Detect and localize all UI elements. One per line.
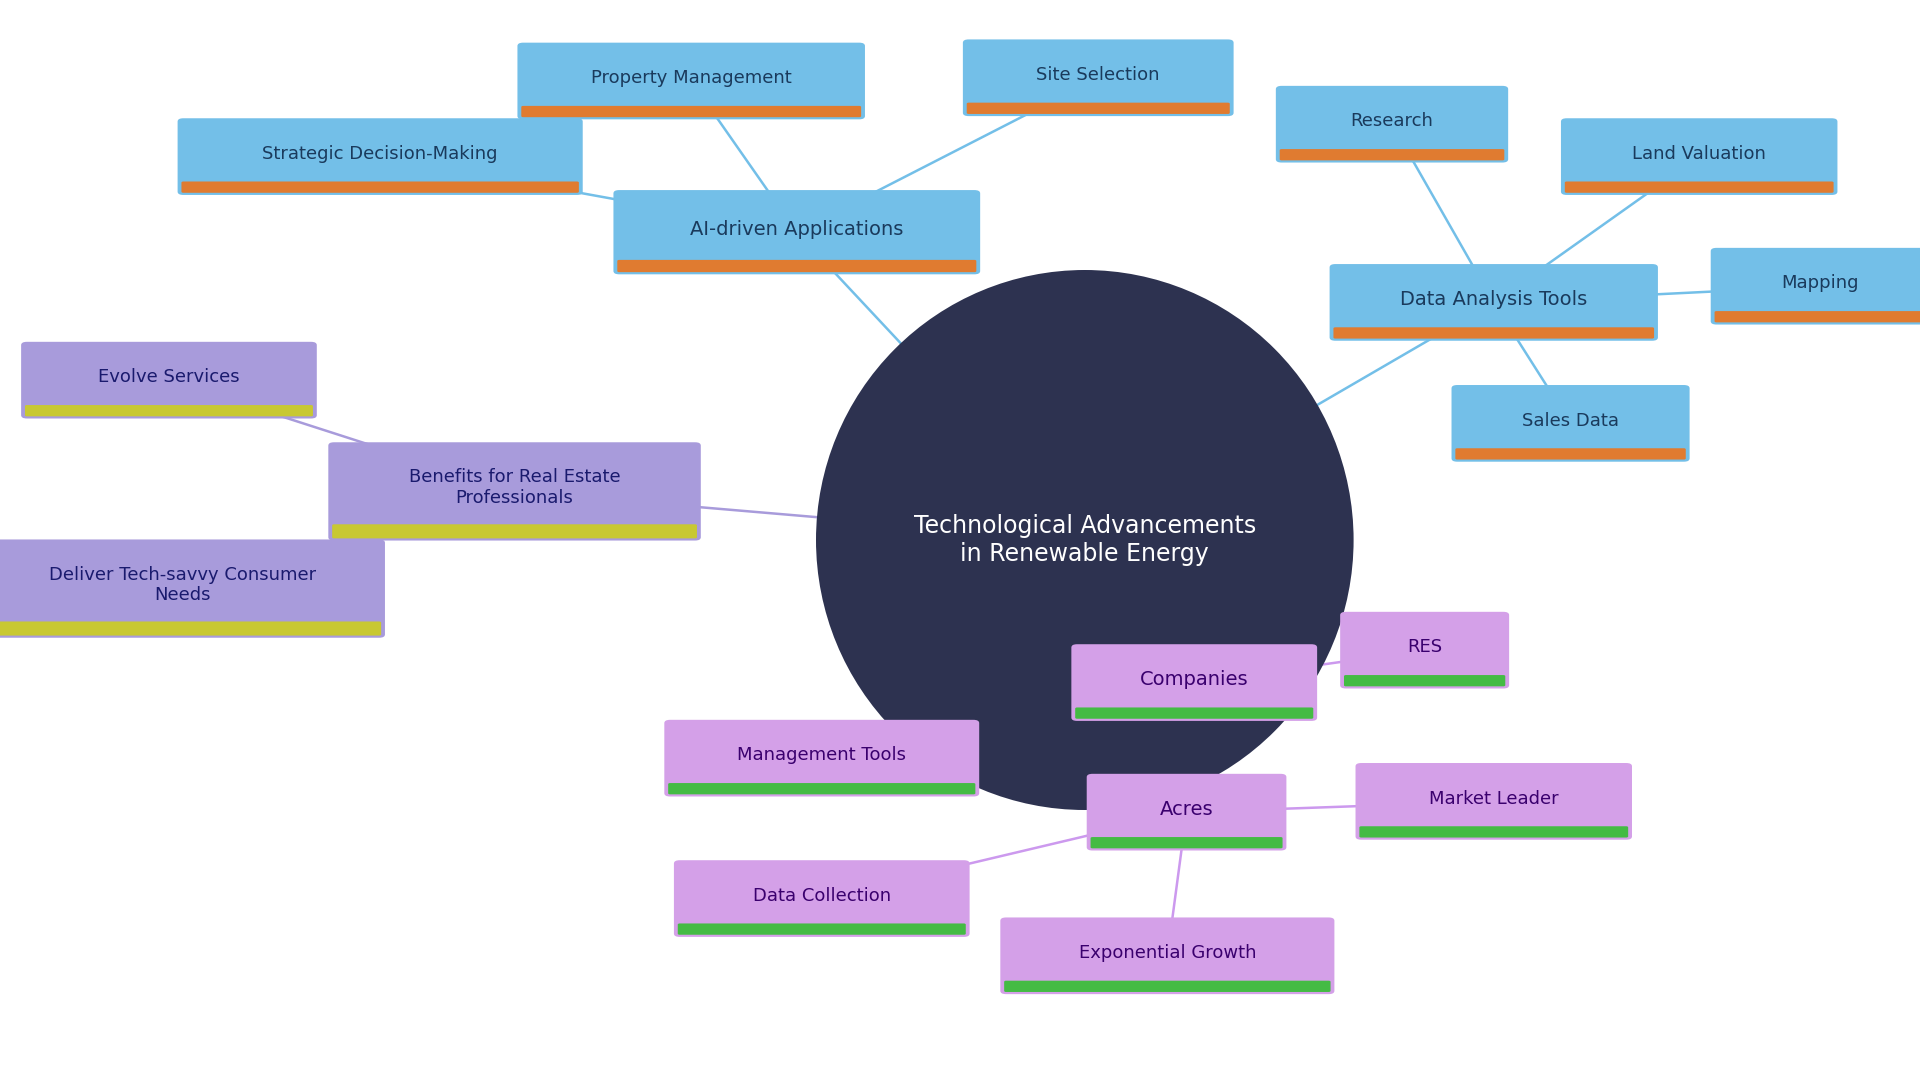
FancyBboxPatch shape (618, 260, 975, 272)
FancyBboxPatch shape (25, 405, 313, 416)
FancyBboxPatch shape (1332, 327, 1655, 339)
Text: Strategic Decision-Making: Strategic Decision-Making (263, 145, 497, 163)
FancyBboxPatch shape (1340, 611, 1509, 689)
FancyBboxPatch shape (1004, 981, 1331, 991)
Text: Research: Research (1350, 112, 1434, 131)
FancyBboxPatch shape (0, 539, 384, 637)
FancyBboxPatch shape (1075, 707, 1313, 719)
Ellipse shape (816, 270, 1354, 810)
Text: Evolve Services: Evolve Services (98, 368, 240, 387)
Text: Companies: Companies (1140, 671, 1248, 689)
Text: Data Collection: Data Collection (753, 887, 891, 905)
FancyBboxPatch shape (1279, 149, 1505, 160)
FancyBboxPatch shape (1091, 837, 1283, 849)
FancyBboxPatch shape (0, 621, 380, 635)
Text: Mapping: Mapping (1782, 274, 1859, 293)
FancyBboxPatch shape (1452, 386, 1690, 462)
Text: Property Management: Property Management (591, 69, 791, 87)
FancyBboxPatch shape (182, 181, 580, 192)
FancyBboxPatch shape (1344, 675, 1505, 687)
FancyBboxPatch shape (678, 923, 966, 934)
FancyBboxPatch shape (1715, 311, 1920, 322)
Text: Benefits for Real Estate
Professionals: Benefits for Real Estate Professionals (409, 469, 620, 508)
FancyBboxPatch shape (1071, 644, 1317, 721)
Text: RES: RES (1407, 638, 1442, 657)
Text: Technological Advancements
in Renewable Energy: Technological Advancements in Renewable … (914, 514, 1256, 566)
FancyBboxPatch shape (1359, 826, 1628, 838)
FancyBboxPatch shape (1000, 917, 1334, 994)
FancyBboxPatch shape (1455, 448, 1686, 460)
FancyBboxPatch shape (1561, 118, 1837, 194)
Text: Market Leader: Market Leader (1428, 789, 1559, 808)
FancyBboxPatch shape (668, 783, 975, 795)
Text: Data Analysis Tools: Data Analysis Tools (1400, 291, 1588, 309)
Text: Management Tools: Management Tools (737, 746, 906, 765)
FancyBboxPatch shape (674, 860, 970, 936)
FancyBboxPatch shape (1087, 773, 1286, 851)
FancyBboxPatch shape (516, 42, 864, 119)
Text: Deliver Tech-savvy Consumer
Needs: Deliver Tech-savvy Consumer Needs (48, 566, 317, 605)
FancyBboxPatch shape (1565, 181, 1834, 192)
Text: AI-driven Applications: AI-driven Applications (689, 219, 904, 239)
FancyBboxPatch shape (1329, 264, 1659, 341)
FancyBboxPatch shape (1711, 248, 1920, 324)
FancyBboxPatch shape (966, 103, 1229, 113)
Text: Acres: Acres (1160, 800, 1213, 819)
FancyBboxPatch shape (21, 341, 317, 418)
Text: Site Selection: Site Selection (1037, 66, 1160, 84)
FancyBboxPatch shape (520, 106, 860, 117)
FancyBboxPatch shape (664, 720, 979, 797)
FancyBboxPatch shape (614, 190, 979, 274)
FancyBboxPatch shape (328, 443, 701, 540)
FancyBboxPatch shape (1356, 762, 1632, 840)
FancyBboxPatch shape (1275, 85, 1507, 162)
Text: Exponential Growth: Exponential Growth (1079, 944, 1256, 962)
FancyBboxPatch shape (962, 39, 1233, 116)
FancyBboxPatch shape (179, 118, 584, 194)
Text: Sales Data: Sales Data (1523, 411, 1619, 430)
FancyBboxPatch shape (332, 524, 697, 538)
Text: Land Valuation: Land Valuation (1632, 145, 1766, 163)
